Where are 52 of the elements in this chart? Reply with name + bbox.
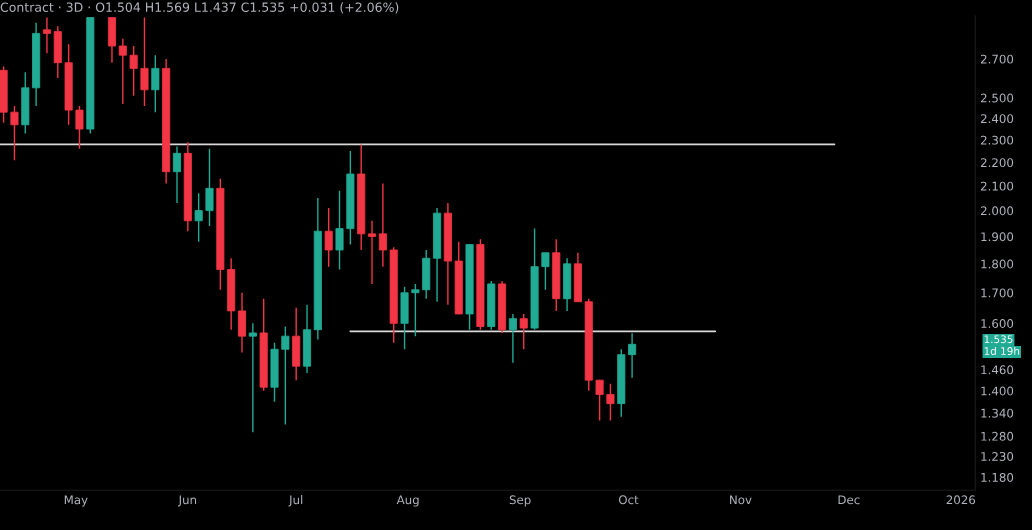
y-tick-label: 2.400: [980, 114, 1014, 124]
y-tick-label: 1.340: [981, 408, 1014, 418]
y-tick-label: 2.500: [980, 93, 1014, 103]
candlestick: [248, 322, 257, 433]
x-tick-label: 2026: [946, 495, 976, 505]
candlestick: [129, 45, 138, 97]
y-tick-label: 2.700: [980, 54, 1014, 64]
candlestick: [205, 148, 214, 227]
y-tick-label: 1.600: [981, 319, 1014, 329]
y-tick-label: 1.180: [981, 472, 1014, 482]
x-tick-label: Jun: [177, 495, 197, 507]
x-tick-label: Sep: [509, 495, 531, 507]
chart-title: Contract · 3D · O1.504 H1.569 L1.437 C1.535 +0.031 (+2.06%): [0, 2, 399, 14]
x-tick-label: Oct: [618, 495, 639, 505]
candlestick: [411, 283, 420, 337]
candlestick: [10, 105, 19, 161]
candlestick: [541, 252, 550, 291]
y-tick-label: 2.200: [980, 158, 1014, 168]
y-tick-label: 1.460: [981, 365, 1014, 375]
y-tick-label: 2.300: [980, 135, 1014, 145]
y-tick-label: 1.280: [981, 431, 1014, 441]
candlestick: [508, 313, 517, 364]
candlestick: [151, 54, 160, 113]
y-tick-label: 2.100: [980, 181, 1014, 191]
candlestick: [606, 382, 615, 422]
text: 1d 19h: [984, 346, 1020, 355]
x-tick-label: Aug: [396, 495, 419, 507]
x-tick-label: Dec: [838, 495, 860, 505]
y-tick-label: 1.400: [981, 386, 1014, 396]
y-tick-label: 1.900: [981, 232, 1014, 242]
candlestick: [281, 325, 290, 426]
candlestick: [42, 16, 51, 55]
candlestick: [140, 16, 149, 107]
candlestick: [324, 207, 333, 268]
x-tick-label: Jul: [288, 495, 303, 507]
x-tick-label: May: [64, 495, 88, 507]
y-tick-label: 1.230: [981, 451, 1014, 461]
candlestick: [335, 190, 344, 271]
y-tick-label: 1.700: [981, 288, 1014, 298]
candlestick: [378, 182, 387, 268]
candlestick: [118, 38, 127, 105]
y-tick-label: 2.000: [980, 206, 1014, 216]
candlestick: [595, 379, 604, 422]
text: 1.535: [984, 335, 1013, 344]
y-tick-label: 1.800: [981, 259, 1014, 269]
candlestick: [628, 332, 637, 379]
candlestick: [368, 220, 377, 285]
candlestick: [519, 313, 528, 350]
candlestick: [172, 145, 182, 204]
candlestick: [194, 192, 203, 243]
candlestick: [75, 105, 84, 150]
x-tick-label: Nov: [730, 495, 752, 505]
